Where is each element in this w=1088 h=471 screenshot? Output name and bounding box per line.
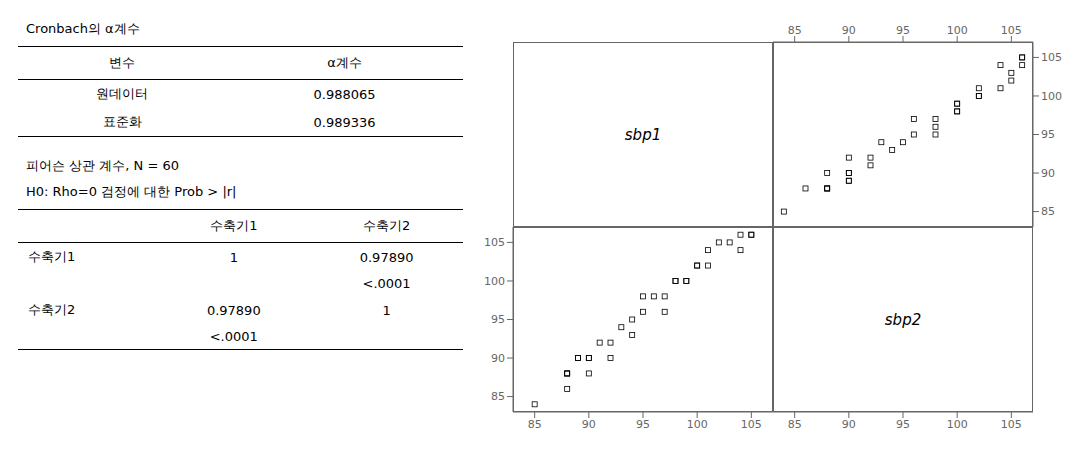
html-text:Cronbach의 α계수: Cronbach의 α계수 [26, 21, 140, 36]
svg-text:95: 95 [896, 24, 910, 37]
html-text:수축기1: 수축기1 [28, 249, 76, 264]
svg-text:105: 105 [1001, 24, 1022, 37]
svg-text:105: 105 [741, 418, 762, 431]
svg-text:90: 90 [842, 24, 856, 37]
svg-text:95: 95 [896, 418, 910, 431]
svg-text:95: 95 [636, 418, 650, 431]
svg-text:90: 90 [842, 418, 856, 431]
svg-text:105: 105 [484, 236, 505, 249]
html-text:H0: Rho=0 검정에 대한 Prob > |r|: H0: Rho=0 검정에 대한 Prob > |r| [26, 184, 237, 199]
html-text:표준화: 표준화 [102, 114, 142, 129]
html-text:1: 1 [229, 249, 238, 265]
html-text:0.97890: 0.97890 [359, 249, 414, 265]
svg-text:85: 85 [788, 24, 802, 37]
svg-text:105: 105 [1041, 51, 1062, 64]
svg-text:100: 100 [947, 24, 968, 37]
html-text:변수: 변수 [109, 55, 135, 70]
svg-text:90: 90 [1041, 167, 1055, 180]
html-text:0.988065: 0.988065 [313, 86, 376, 102]
html-text:0.989336: 0.989336 [313, 114, 376, 130]
html-text:수축기2: 수축기2 [362, 218, 411, 233]
html-text:수축기1: 수축기1 [210, 218, 258, 233]
svg-text:100: 100 [947, 418, 968, 431]
html-text:수축기2: 수축기2 [28, 302, 76, 317]
svg-text:90: 90 [491, 352, 505, 365]
html-text:sbp2: sbp2 [884, 310, 922, 329]
html-text:1: 1 [382, 302, 391, 318]
svg-text:85: 85 [528, 418, 542, 431]
html-text:α계수: α계수 [327, 55, 362, 70]
svg-text:95: 95 [1041, 128, 1055, 141]
html-text:0.97890: 0.97890 [206, 302, 261, 318]
html-text:sbp1: sbp1 [624, 125, 662, 144]
html-text:<.0001: <.0001 [209, 329, 258, 344]
svg-text:95: 95 [491, 313, 505, 326]
html-text:피어슨 상관 계수, N = 60: 피어슨 상관 계수, N = 60 [26, 158, 179, 173]
svg-text:90: 90 [582, 418, 596, 431]
svg-text:100: 100 [687, 418, 708, 431]
svg-text:100: 100 [1041, 90, 1062, 103]
svg-text:100: 100 [484, 275, 505, 288]
html-text:<.0001: <.0001 [362, 276, 411, 291]
svg-text:105: 105 [1001, 418, 1022, 431]
svg-text:85: 85 [491, 390, 505, 403]
html-text:원데이터: 원데이터 [96, 86, 148, 101]
svg-text:85: 85 [788, 418, 802, 431]
svg-text:85: 85 [1041, 205, 1055, 218]
